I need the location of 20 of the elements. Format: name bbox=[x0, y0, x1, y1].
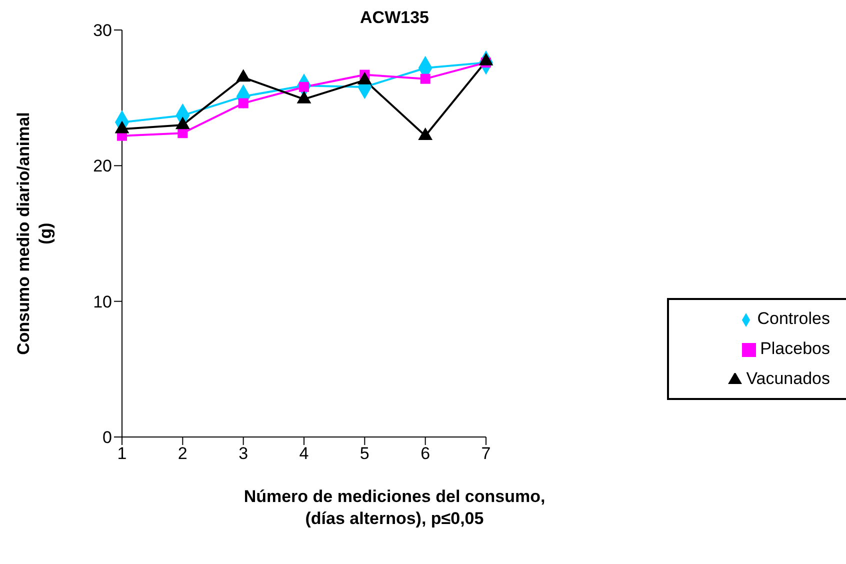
x-tick-label: 5 bbox=[360, 444, 370, 464]
point bbox=[420, 74, 430, 84]
x-axis-title: Número de mediciones del consumo, (días alternos), p≤0,05 bbox=[244, 487, 546, 528]
x-tick-label: 1 bbox=[117, 444, 127, 464]
y-tick-label: 10 bbox=[93, 292, 112, 312]
x-tick-label: 4 bbox=[299, 444, 309, 464]
y-tick-label: 30 bbox=[93, 21, 112, 40]
x-tick-label: 2 bbox=[178, 444, 188, 464]
x-tick-label: 7 bbox=[481, 444, 491, 464]
point bbox=[178, 128, 188, 138]
legend-label: Vacunados bbox=[746, 369, 830, 388]
y-tick-label: 20 bbox=[93, 156, 112, 176]
y-axis-title: Consumo medio diario/animal (g) bbox=[14, 112, 55, 355]
x-tick-label: 6 bbox=[420, 444, 430, 464]
chart-title: ACW135 bbox=[360, 8, 429, 27]
legend-label: Placebos bbox=[760, 339, 830, 358]
point bbox=[238, 98, 248, 108]
legend-label: Controles bbox=[757, 309, 830, 328]
y-tick-label: 0 bbox=[102, 428, 112, 448]
x-tick-label: 3 bbox=[238, 444, 248, 464]
